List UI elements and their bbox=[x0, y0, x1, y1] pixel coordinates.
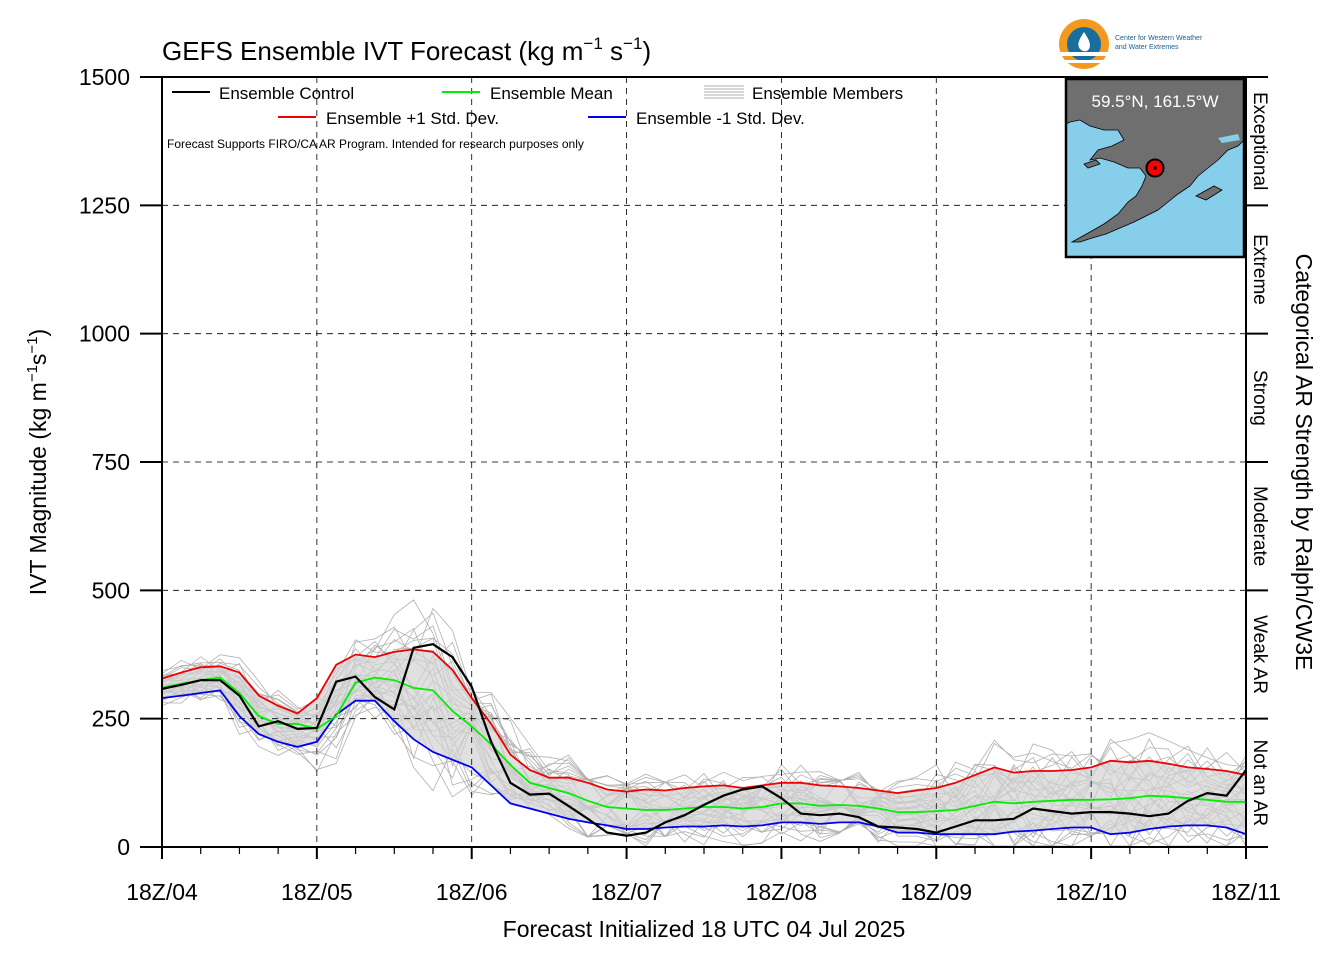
y-tick-label: 500 bbox=[92, 577, 130, 603]
inset-island-icon bbox=[1195, 185, 1223, 201]
y-axis-label: IVT Magnitude (kg m−1s−1) bbox=[24, 329, 51, 595]
inset-island-icon-2 bbox=[1083, 159, 1101, 169]
logo-drop-icon bbox=[1078, 32, 1090, 52]
inset-map: 59.5°N, 161.5°W bbox=[1064, 77, 1246, 259]
category-label: Weak AR bbox=[1249, 615, 1270, 694]
x-tick-label: 18Z/06 bbox=[436, 879, 508, 905]
y-tick-label: 250 bbox=[92, 706, 130, 732]
y-tick-label: 1250 bbox=[79, 192, 130, 218]
logo-line-1: Center for Western Weather bbox=[1115, 35, 1203, 42]
y-tick-label: 1500 bbox=[79, 64, 130, 90]
logo-wave-band-2 bbox=[1059, 60, 1109, 63]
y-tick-label: 0 bbox=[117, 834, 130, 860]
x-tick-label: 18Z/05 bbox=[281, 879, 353, 905]
legend-swatch-members bbox=[704, 85, 744, 99]
category-label: Strong bbox=[1249, 370, 1270, 426]
y-tick-label: 750 bbox=[92, 449, 130, 475]
research-note: Forecast Supports FIRO/CA AR Program. In… bbox=[167, 137, 584, 151]
x-tick-label: 18Z/11 bbox=[1211, 879, 1281, 905]
legend-label-mean: Ensemble Mean bbox=[490, 84, 613, 103]
series-line-ensemble-control bbox=[162, 643, 1246, 837]
category-axis: Not an AR Weak AR Moderate Strong Extreme Exc… bbox=[1246, 76, 1270, 848]
x-axis: 18Z/04 18Z/05 18Z/06 18Z/07 18Z/08 18Z/09 18Z/… bbox=[126, 847, 1281, 905]
inset-frame bbox=[1064, 77, 1246, 259]
category-label: Exceptional bbox=[1249, 92, 1270, 190]
logo-wave-band bbox=[1059, 52, 1109, 56]
member-line-5 bbox=[162, 693, 1246, 847]
series-line-ensemble-mean bbox=[162, 676, 1246, 813]
category-label: Moderate bbox=[1249, 486, 1270, 566]
x-axis-label: Forecast Initialized 18 UTC 04 Jul 2025 bbox=[503, 916, 906, 942]
y-axis: 0 250 500 750 1000 1250 1500 bbox=[79, 64, 162, 860]
logo-line-2: and Water Extremes bbox=[1115, 44, 1179, 51]
inset-location-label: 59.5°N, 161.5°W bbox=[1092, 92, 1219, 111]
legend-label-control: Ensemble Control bbox=[219, 84, 354, 103]
legend: Ensemble Control Ensemble Mean Ensemble … bbox=[167, 84, 903, 151]
x-tick-label: 18Z/04 bbox=[126, 879, 198, 905]
legend-label-members: Ensemble Members bbox=[752, 84, 903, 103]
right-axis-label: Categorical AR Strength by Ralph/CW3E bbox=[1291, 254, 1317, 671]
location-marker-dot bbox=[1153, 166, 1157, 170]
x-tick-label: 18Z/08 bbox=[746, 879, 818, 905]
inset-lake-icon bbox=[1218, 134, 1240, 143]
member-line-23 bbox=[162, 691, 1246, 847]
y-tick-label: 1000 bbox=[79, 321, 130, 347]
logo-caption: Center for Western Weather and Water Ext… bbox=[1115, 34, 1202, 52]
x-tick-label: 18Z/07 bbox=[591, 879, 663, 905]
category-label: Extreme bbox=[1249, 234, 1270, 305]
legend-label-minus-std: Ensemble -1 Std. Dev. bbox=[636, 109, 805, 128]
category-label: Not an AR bbox=[1249, 740, 1270, 827]
x-tick-label: 18Z/10 bbox=[1055, 879, 1127, 905]
chart-title: GEFS Ensemble IVT Forecast (kg m−1 s−1) bbox=[162, 34, 651, 66]
series-lines bbox=[162, 643, 1246, 837]
cw3e-logo bbox=[1059, 19, 1109, 69]
spread-band bbox=[162, 649, 1246, 835]
series-line-ensemble-1-std-dev- bbox=[162, 689, 1246, 836]
legend-label-plus-std: Ensemble +1 Std. Dev. bbox=[326, 109, 499, 128]
series-line-ensemble-1-std-dev- bbox=[162, 648, 1246, 795]
x-tick-label: 18Z/09 bbox=[900, 879, 972, 905]
